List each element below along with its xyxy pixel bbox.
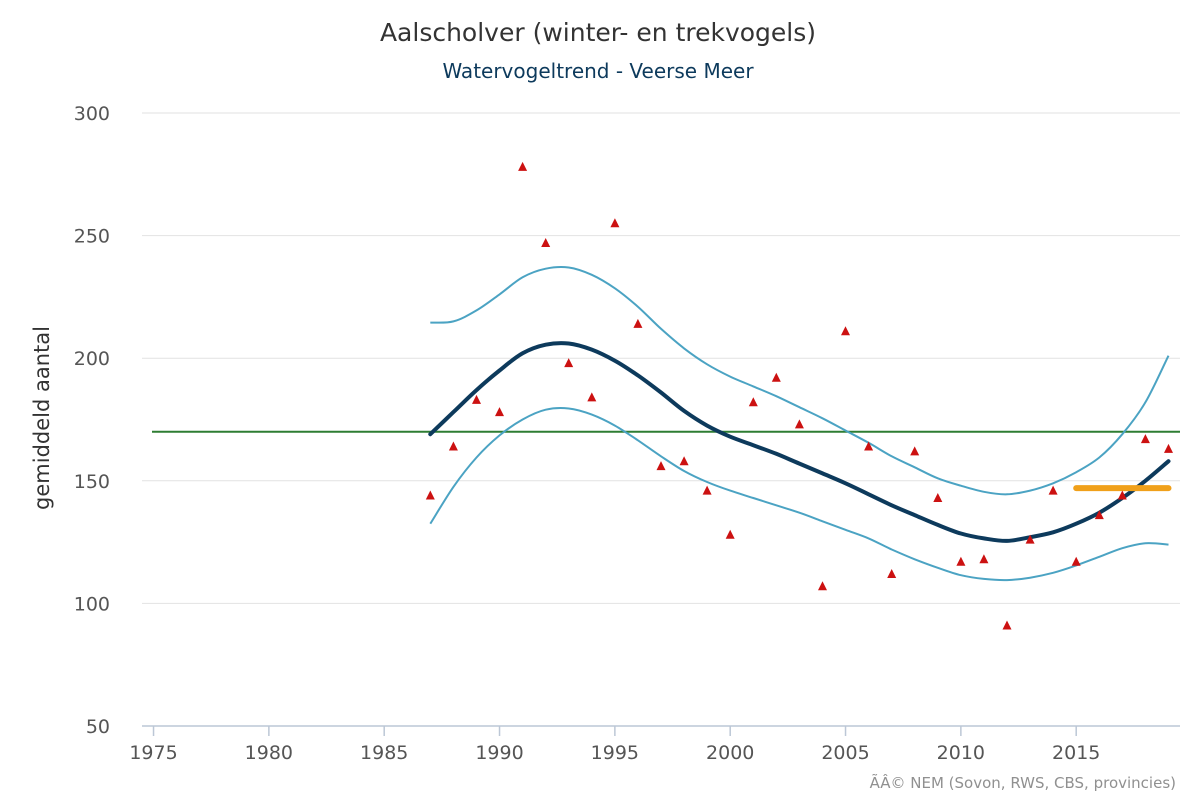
- x-tick-label: 2005: [821, 742, 869, 764]
- confidence-band-layer: [429, 266, 1170, 582]
- y-tick-label: 200: [74, 348, 110, 370]
- count-point: [748, 397, 758, 407]
- x-tick-label: 1980: [245, 742, 293, 764]
- count-point: [702, 485, 712, 495]
- count-point: [864, 441, 874, 451]
- count-point: [1164, 443, 1173, 453]
- count-point: [1094, 510, 1104, 520]
- y-tick-label: 50: [86, 716, 110, 738]
- count-point: [979, 554, 989, 564]
- y-tick-label: 100: [74, 593, 110, 615]
- count-point: [1117, 490, 1127, 500]
- chart-subtitle: Watervogeltrend - Veerse Meer: [442, 59, 754, 83]
- count-point: [1048, 485, 1058, 495]
- count-point: [910, 446, 920, 456]
- y-axis-title: gemiddeld aantal: [30, 326, 54, 510]
- chart-title: Aalscholver (winter- en trekvogels): [380, 18, 816, 47]
- x-tick-label: 1990: [475, 742, 523, 764]
- y-tick-labels: 50 100 150 200 250 300: [74, 103, 110, 738]
- x-axis: 1975 1980 1985 1990 1995 2000 2005 2010 2015: [129, 725, 1180, 764]
- count-point: [518, 161, 528, 171]
- x-tick-label: 1995: [591, 742, 639, 764]
- count-point: [725, 529, 735, 539]
- count-point: [818, 581, 827, 591]
- lower-confidence-line: [429, 407, 1169, 582]
- count-point: [541, 238, 551, 247]
- count-point: [656, 461, 666, 471]
- count-point: [1025, 534, 1035, 544]
- x-tick-label: 2010: [937, 742, 985, 764]
- x-tick-label: 2000: [706, 742, 754, 764]
- grid-lines: [142, 112, 1180, 604]
- count-point: [448, 441, 458, 451]
- x-tick-label: 2015: [1052, 742, 1100, 764]
- count-point: [1002, 620, 1012, 630]
- count-point: [1140, 434, 1150, 444]
- count-point: [1071, 556, 1081, 566]
- count-point: [610, 218, 620, 228]
- trend-line: [428, 341, 1171, 543]
- count-point: [794, 419, 804, 429]
- count-point: [887, 569, 897, 578]
- count-point: [472, 394, 481, 404]
- count-point: [587, 392, 597, 402]
- count-points-layer: [425, 161, 1173, 630]
- y-tick-label: 300: [74, 103, 110, 125]
- count-point: [425, 490, 435, 500]
- y-tick-label: 150: [74, 471, 110, 493]
- x-tick-label: 1975: [129, 742, 177, 764]
- count-point: [933, 493, 943, 502]
- count-point: [956, 556, 966, 566]
- count-point: [633, 318, 643, 328]
- trend-line-layer: [428, 341, 1171, 543]
- y-tick-label: 250: [74, 226, 110, 248]
- count-point: [841, 326, 850, 336]
- count-point: [679, 456, 689, 466]
- credits-text[interactable]: ÃÂ© NEM (Sovon, RWS, CBS, provincies): [870, 773, 1176, 792]
- count-point: [495, 407, 504, 417]
- count-point: [771, 372, 781, 382]
- upper-confidence-line: [430, 266, 1170, 496]
- count-point: [564, 358, 574, 368]
- x-tick-label: 1985: [360, 742, 408, 764]
